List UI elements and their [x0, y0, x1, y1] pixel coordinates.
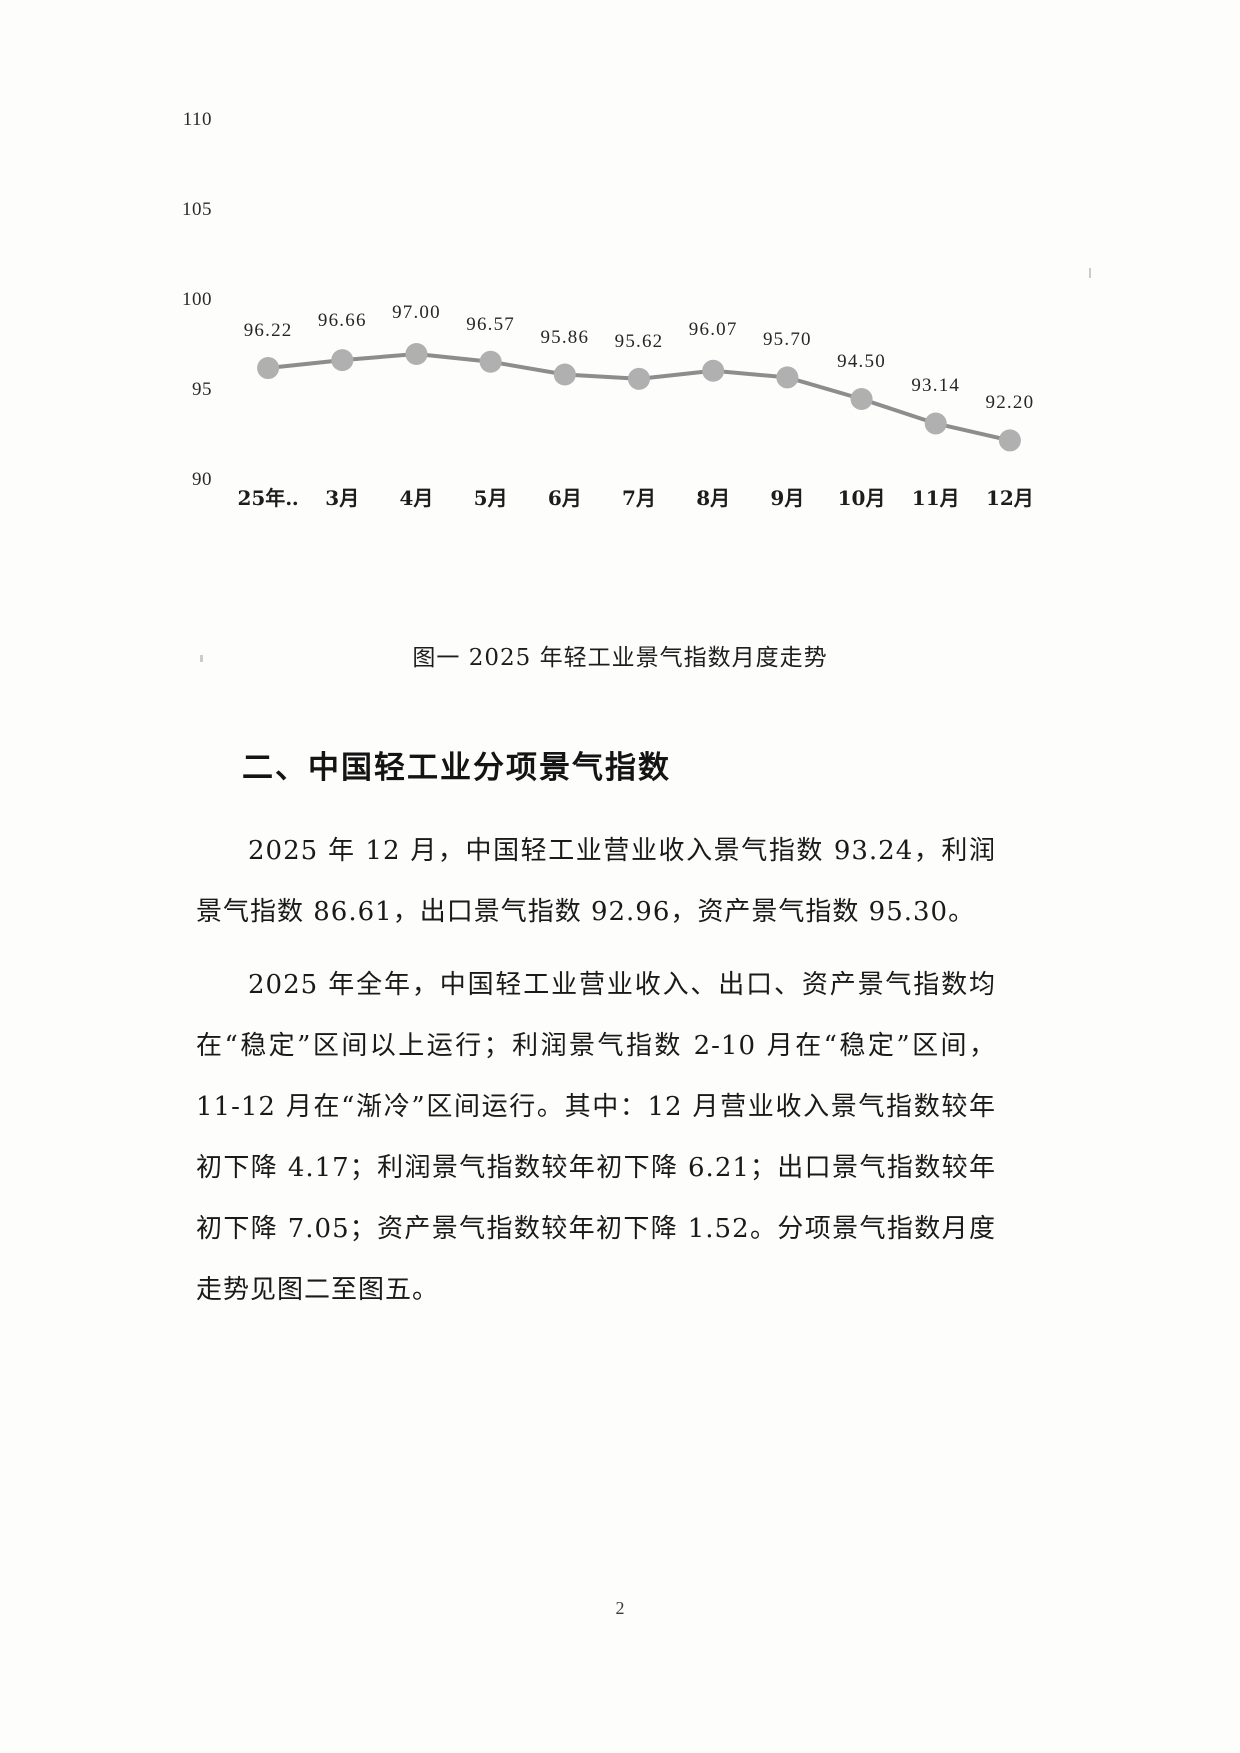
data-point-label: 97.00 — [392, 302, 441, 323]
x-tick-label: 12月 — [985, 486, 1034, 510]
data-point-label: 96.07 — [688, 318, 738, 340]
chart-data-point — [405, 343, 428, 365]
paragraph-2: 2025 年全年，中国轻工业营业收入、出口、资产景气指数均在“稳定”区间以上运行… — [196, 970, 996, 1305]
x-tick-label: 10月 — [837, 486, 886, 510]
x-tick-label: 5月 — [473, 486, 508, 510]
data-point-label: 93.14 — [911, 375, 961, 397]
data-point-label: 96.22 — [243, 320, 293, 342]
y-tick-label: 105 — [182, 199, 212, 220]
y-tick-label: 110 — [182, 109, 212, 130]
x-tick-label: 11月 — [911, 486, 960, 510]
x-tick-label: 9月 — [770, 486, 805, 510]
x-tick-label: 7月 — [622, 486, 656, 510]
y-tick-label: 95 — [192, 379, 212, 400]
x-tick-label: 8月 — [696, 486, 731, 510]
data-point-label: 95.86 — [540, 326, 590, 348]
y-tick-label: 90 — [192, 469, 212, 490]
chart-y-axis: 90 95 100 105 110 — [150, 109, 220, 490]
paragraph-1: 2025 年 12 月，中国轻工业营业收入景气指数 93.24，利润景气指数 8… — [196, 836, 996, 927]
data-point-label: 95.62 — [614, 330, 664, 352]
x-tick-label: 6月 — [547, 486, 582, 510]
section-heading: 二、中国轻工业分项景气指数 — [242, 750, 671, 786]
scan-speck — [200, 655, 203, 662]
x-tick-label: 4月 — [399, 486, 434, 510]
chart-data-point — [998, 429, 1021, 452]
chart-x-axis: 25年‥ 3月 4月 5月 6月 7月 8月 9月 10月 11月 12月 — [228, 482, 1050, 522]
data-point-label: 94.50 — [837, 351, 886, 372]
chart-data-point — [776, 366, 799, 389]
chart-plot-area: 96.22 96.66 97.00 96.57 95.86 95.62 96.07 95.70… — [228, 120, 1050, 480]
figure-caption: 图一 2025 年轻工业景气指数月度走势 — [412, 645, 828, 671]
page-number: 2 — [615, 1598, 625, 1618]
chart-series-svg — [257, 343, 1021, 452]
chart-data-point — [924, 412, 947, 435]
scan-speck — [1089, 268, 1091, 278]
chart-data-point — [553, 363, 576, 386]
line-chart: 90 95 100 105 110 96.22 96.66 97.00 96.57 95.86 9… — [150, 109, 1050, 540]
chart-data-point — [627, 367, 651, 390]
chart-line — [267, 352, 1011, 443]
chart-data-point — [850, 388, 873, 410]
chart-data-point — [479, 350, 502, 373]
data-point-label: 96.66 — [317, 310, 367, 332]
chart-data-point — [702, 359, 725, 382]
y-tick-label: 100 — [182, 289, 212, 310]
data-point-label: 96.57 — [466, 313, 515, 335]
data-point-label: 92.20 — [985, 392, 1035, 414]
x-tick-label: 3月 — [325, 486, 360, 510]
page-content: 二、中国轻工业分项景气指数 2025 年 12 月，中国轻工业营业收入景气指数 … — [196, 742, 996, 1321]
chart-data-point — [331, 349, 354, 372]
chart-data-point — [257, 357, 280, 380]
data-point-label: 95.70 — [762, 329, 812, 351]
x-tick-label: 25年‥ — [237, 486, 299, 510]
